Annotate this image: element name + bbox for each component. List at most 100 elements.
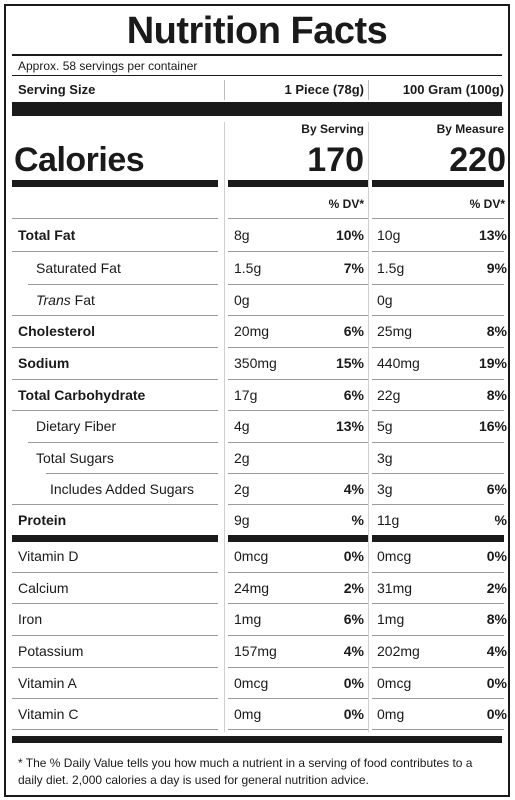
amount-per-serving: 350mg: [234, 355, 277, 371]
serving-size-col2: 100 Gram (100g): [402, 82, 504, 97]
servings-per-container: Approx. 58 servings per container: [18, 59, 198, 73]
dv-per-100g: 4%: [486, 643, 507, 659]
amount-per-100g: 0mcg: [377, 675, 412, 691]
row-divider: [12, 603, 218, 604]
row-divider: [372, 442, 504, 443]
vitamin-name: Potassium: [18, 643, 84, 659]
dv-per-100g: 0%: [486, 675, 507, 691]
row-divider: [28, 442, 218, 443]
protein-bar: [12, 535, 218, 542]
dv-per-100g: 0%: [486, 548, 507, 564]
row-divider: [372, 504, 504, 505]
row-divider: [228, 218, 368, 219]
row-divider: [372, 218, 504, 219]
dv-per-serving: 4%: [343, 643, 364, 659]
nutrient-row-trans-fat: Trans Fat 0g 0g: [6, 285, 508, 316]
daily-value-footnote: * The % Daily Value tells you how much a…: [18, 756, 473, 787]
servings-divider: [12, 75, 502, 76]
dv-per-serving: 7%: [343, 260, 364, 276]
dv-per-100g: %: [494, 512, 507, 528]
amount-per-serving: 17g: [234, 387, 258, 403]
dv-per-100g: 8%: [486, 387, 507, 403]
row-divider: [372, 729, 504, 730]
dv-per-serving: 0%: [343, 548, 364, 564]
vitamin-row-iron: Iron 1mg 6% 1mg 8%: [6, 604, 508, 635]
row-divider: [228, 442, 368, 443]
row-divider: [372, 572, 504, 573]
amount-per-serving: 0g: [234, 292, 250, 308]
footnote-bar: [12, 736, 502, 743]
dv-per-100g: 19%: [478, 355, 507, 371]
dv-per-100g: 2%: [486, 580, 507, 596]
nutrition-label: Nutrition Facts Approx. 58 servings per …: [4, 4, 510, 797]
column-separator: [368, 122, 369, 732]
nutrient-name: Protein: [18, 512, 67, 528]
nutrient-row-total-carbohydrate: Total Carbohydrate 17g 6% 22g 8%: [6, 380, 508, 411]
row-divider: [12, 635, 218, 636]
row-divider: [372, 347, 504, 348]
amount-per-serving: 0mg: [234, 706, 262, 722]
row-divider: [12, 667, 218, 668]
amount-per-100g: 11g: [377, 512, 400, 528]
row-divider: [372, 698, 504, 699]
vitamin-name: Iron: [18, 611, 43, 627]
calories-bar: [372, 180, 504, 187]
row-divider: [228, 251, 368, 252]
row-divider: [228, 315, 368, 316]
row-divider: [12, 347, 218, 348]
dv-header-col1: % DV*: [328, 197, 364, 211]
vitamin-row-calcium: Calcium 24mg 2% 31mg 2%: [6, 573, 508, 604]
nutrient-row-total-sugars: Total Sugars 2g 3g: [6, 443, 508, 474]
amount-per-serving: 2g: [234, 450, 250, 466]
dv-per-serving: 2%: [343, 580, 364, 596]
nutrient-name: Total Sugars: [36, 450, 114, 466]
amount-per-serving: 2g: [234, 481, 250, 497]
row-divider: [12, 379, 218, 380]
calories-by-measure: 220: [449, 141, 506, 179]
amount-per-100g: 440mg: [377, 355, 420, 371]
row-divider: [228, 504, 368, 505]
dv-per-100g: 8%: [486, 611, 507, 627]
dv-per-serving: 0%: [343, 706, 364, 722]
row-divider: [12, 572, 218, 573]
calories-bar: [12, 180, 218, 187]
row-divider: [12, 218, 218, 219]
vitamin-row-vitamin-a: Vitamin A 0mcg 0% 0mcg 0%: [6, 668, 508, 699]
amount-per-serving: 0mcg: [234, 548, 269, 564]
row-divider: [228, 603, 368, 604]
title-divider: [12, 54, 502, 56]
row-divider: [372, 410, 504, 411]
nutrient-row-cholesterol: Cholesterol 20mg 6% 25mg 8%: [6, 316, 508, 347]
amount-per-serving: 8g: [234, 227, 250, 243]
row-divider: [228, 410, 368, 411]
amount-per-serving: 24mg: [234, 580, 270, 596]
row-divider: [372, 473, 504, 474]
row-divider: [372, 667, 504, 668]
protein-bar: [372, 535, 504, 542]
nutrient-row-sodium: Sodium 350mg 15% 440mg 19%: [6, 348, 508, 379]
nutrient-name: Total Fat: [18, 227, 76, 243]
protein-bar: [228, 535, 368, 542]
nutrient-name: Sodium: [18, 355, 70, 371]
dv-per-serving: 4%: [343, 481, 364, 497]
dv-per-100g: 6%: [486, 481, 507, 497]
dv-per-serving: 15%: [335, 355, 364, 371]
dv-per-serving: 10%: [335, 227, 364, 243]
serving-size-row: Serving Size 1 Piece (78g) 100 Gram (100…: [6, 78, 508, 102]
dv-per-serving: 13%: [335, 418, 364, 434]
dv-per-100g: 16%: [478, 418, 507, 434]
dv-per-serving: 6%: [343, 387, 364, 403]
nutrient-row-saturated-fat: Saturated Fat 1.5g 7% 1.5g 9%: [6, 253, 508, 284]
row-divider: [228, 473, 368, 474]
row-divider: [228, 729, 368, 730]
serving-thick-bar: [12, 102, 502, 116]
vitamin-row-vitamin-d: Vitamin D 0mcg 0% 0mcg 0%: [6, 541, 508, 572]
row-divider: [228, 667, 368, 668]
amount-per-100g: 31mg: [377, 580, 413, 596]
amount-per-100g: 5g: [377, 418, 393, 434]
dv-per-serving: %: [351, 512, 364, 528]
amount-per-100g: 22g: [377, 387, 401, 403]
row-divider: [372, 284, 504, 285]
vitamin-name: Calcium: [18, 580, 69, 596]
serving-size-col1: 1 Piece (78g): [284, 82, 365, 97]
